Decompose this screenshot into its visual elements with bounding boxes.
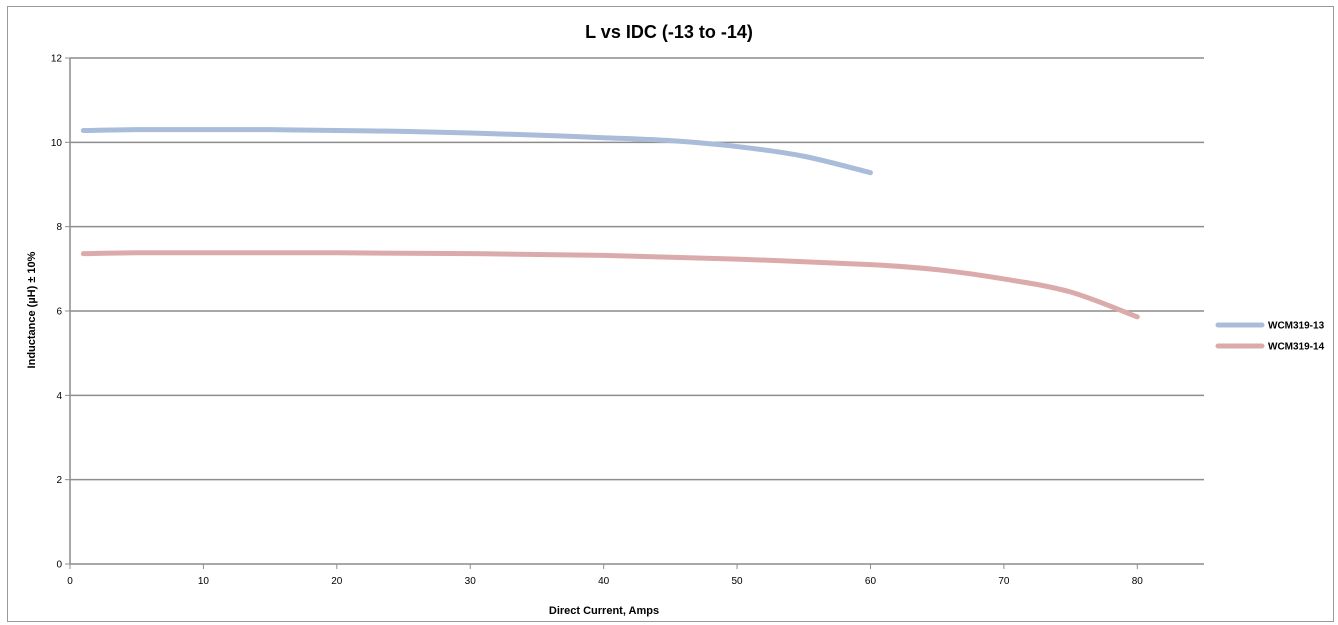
- x-tick-label: 30: [465, 576, 477, 587]
- x-tick-label: 50: [731, 576, 743, 587]
- y-tick-label: 8: [56, 222, 62, 233]
- legend-label: WCM319-13: [1268, 321, 1325, 332]
- legend-label: WCM319-14: [1268, 342, 1325, 353]
- series-lines: [80, 127, 1140, 320]
- y-tick-label: 6: [56, 307, 62, 318]
- y-tick-label: 12: [51, 54, 63, 65]
- tick-labels: 0 2 4 6 8 10 12 0 10 20 30 40 50 60 70 80: [51, 54, 1143, 588]
- y-axis-label: Inductance (µH) ± 10%: [26, 251, 38, 368]
- chart-frame: [7, 6, 1334, 622]
- x-tick-label: 80: [1132, 576, 1144, 587]
- legend: WCM319-13 WCM319-14: [1215, 321, 1325, 353]
- series-line-wcm319-14: [80, 250, 1140, 320]
- x-tick-label: 40: [598, 576, 610, 587]
- gridlines: [70, 57, 1204, 481]
- y-tick-label: 4: [56, 391, 62, 402]
- chart-title: L vs IDC (-13 to -14): [585, 22, 753, 42]
- series-line-wcm319-13: [80, 127, 873, 176]
- y-tick-label: 0: [56, 560, 62, 571]
- x-axis-label: Direct Current, Amps: [549, 605, 659, 617]
- y-tick-label: 10: [51, 138, 63, 149]
- y-tick-label: 2: [56, 475, 62, 486]
- x-tick-label: 60: [865, 576, 877, 587]
- x-tick-label: 10: [198, 576, 210, 587]
- axes: [65, 57, 1204, 569]
- x-tick-label: 0: [67, 576, 73, 587]
- x-tick-label: 70: [998, 576, 1010, 587]
- x-tick-label: 20: [331, 576, 343, 587]
